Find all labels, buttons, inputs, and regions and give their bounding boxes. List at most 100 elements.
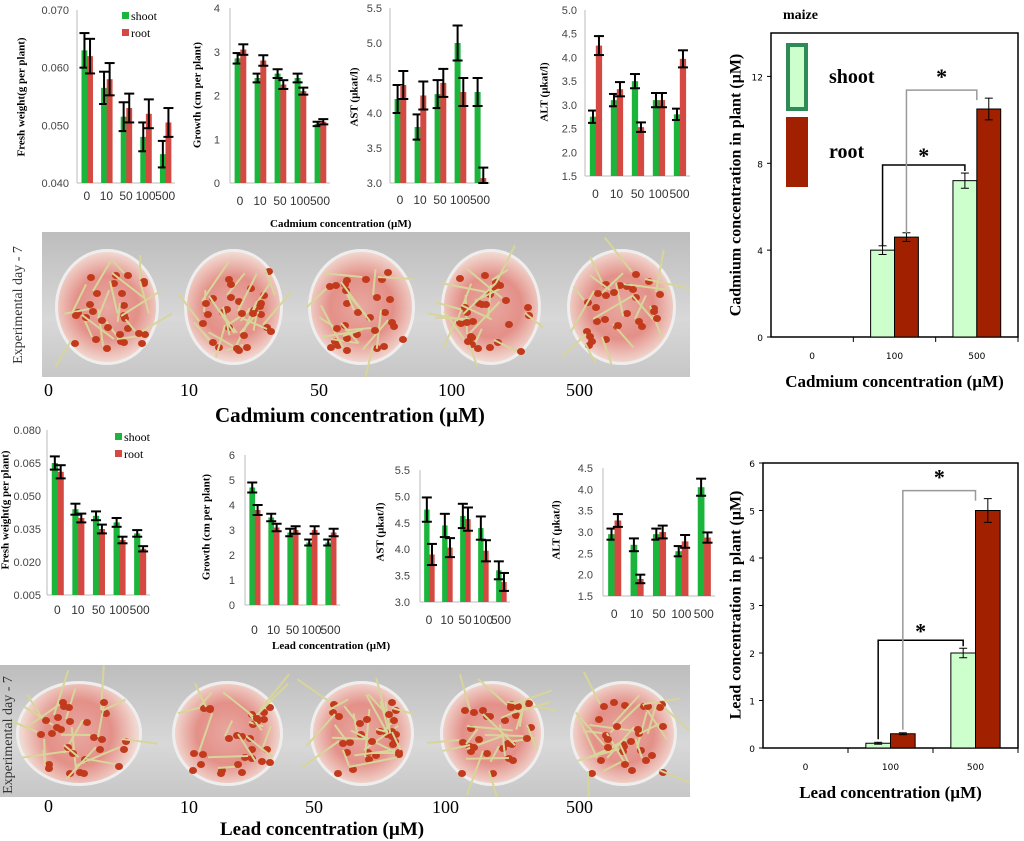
seed	[658, 723, 667, 731]
seed	[242, 343, 251, 351]
seed	[609, 698, 618, 706]
pb-small-xlabel: Lead concentration (µM)	[272, 640, 391, 652]
seed	[83, 718, 92, 726]
pb-seedling-photo-2	[297, 665, 429, 797]
seed	[45, 761, 54, 769]
pb-photo-axis-title: Lead concentration (µM)	[220, 819, 425, 840]
x-tick-label: 10	[253, 194, 267, 208]
pb-photo-label-100: 100	[432, 797, 459, 817]
y-tick-label: 3.5	[367, 143, 382, 155]
y-tick-label: 4.0	[562, 52, 577, 64]
legend-swatch-shoot	[122, 12, 129, 19]
root-bar-50	[126, 108, 133, 183]
y-tick-label: 2	[214, 91, 220, 103]
y-tick-label: 4	[229, 500, 235, 512]
seed	[334, 769, 343, 777]
y-tick-label: 0.035	[13, 524, 41, 536]
shoot-bar-0	[234, 58, 241, 183]
seed	[623, 310, 632, 318]
cd-seedling-photo-1	[172, 232, 297, 377]
y-tick-label: 0	[214, 178, 220, 190]
y-tick-label: 5.5	[395, 465, 410, 477]
y-tick-label: 3.0	[367, 178, 382, 190]
seed	[205, 706, 214, 714]
seed	[342, 335, 351, 343]
shoot-bar-10	[610, 100, 618, 176]
root-bar-0	[429, 554, 435, 602]
chart-8: 1.5 2.0 2.5 3.0 3.5 4.0 4.5 0 10 50 100 500 ALT (µka…	[551, 463, 715, 621]
seed	[237, 769, 246, 777]
significance-asterisk: *	[936, 64, 947, 89]
x-tick-label: 500	[491, 613, 511, 627]
root-bar-100	[145, 113, 152, 183]
chart-1: 0 1 2 3 4 0 10 50 100 500 Growth (cm per plant)	[192, 3, 331, 208]
seed	[247, 755, 256, 763]
root-bar-100	[300, 91, 307, 183]
x-tick-label: 100	[301, 623, 321, 637]
seed	[101, 709, 110, 717]
y-tick-label: 4.0	[578, 484, 593, 496]
seed	[473, 345, 482, 353]
seed	[235, 297, 243, 305]
chart-4: 0 4 8 12 0 100 500 Cadmium concentration in pla…	[728, 8, 1019, 391]
root-bar-500	[501, 581, 507, 602]
seed	[600, 703, 609, 711]
y-axis-label: AST (µkat/l)	[375, 502, 387, 561]
seed	[259, 292, 268, 300]
x-tick-label: 100	[671, 607, 691, 621]
root-bar-50	[292, 530, 299, 605]
root-bar-10	[447, 547, 453, 602]
root-bar-100	[460, 92, 467, 183]
shoot-bar-0	[249, 487, 256, 605]
y-axis-label: Lead concentration in plant (µM)	[728, 491, 745, 720]
shoot-bar-100	[454, 43, 461, 183]
seed	[253, 714, 262, 722]
x-tick-label: 10	[100, 189, 114, 203]
shoot-bar-500	[159, 154, 166, 183]
seed	[650, 304, 659, 312]
seed	[585, 333, 594, 341]
seed	[643, 703, 652, 711]
y-tick-label: 2.0	[562, 147, 577, 159]
shoot-bar-50	[460, 515, 466, 602]
seed	[79, 770, 88, 778]
y-axis-label: Growth (cm per plant)	[201, 474, 213, 581]
y-tick-label: 2.5	[562, 124, 577, 136]
root-bar-100	[311, 530, 318, 605]
seed	[468, 318, 477, 326]
seed	[209, 339, 218, 347]
seed	[188, 766, 197, 774]
root-bar-50	[98, 529, 105, 595]
seed	[467, 725, 476, 733]
root-bar-10	[106, 79, 113, 183]
x-tick-label: 50	[273, 194, 287, 208]
seed	[377, 275, 386, 283]
chart-2: 3.0 3.5 4.0 4.5 5.0 5.5 0 10 50 100 500 AST (µkat/l…	[349, 3, 491, 207]
seed	[262, 746, 271, 754]
x-tick-label: 100	[290, 194, 310, 208]
y-tick-label: 5	[229, 475, 235, 487]
legend-label-root: root	[829, 141, 865, 163]
x-tick-label: 10	[630, 607, 644, 621]
seed	[226, 280, 235, 288]
y-tick-label: 2.0	[578, 570, 593, 582]
seed	[326, 282, 335, 290]
seed	[522, 734, 531, 742]
seed	[601, 280, 610, 288]
y-tick-label: 0	[757, 334, 763, 344]
y-tick-label: 1	[749, 698, 755, 708]
shoot-bar-500	[134, 533, 141, 595]
shoot-bar-500	[673, 114, 681, 176]
y-tick-label: 2.5	[578, 548, 593, 560]
seed	[89, 308, 98, 316]
root-bar-100	[890, 733, 916, 749]
y-tick-label: 4	[757, 247, 763, 257]
seed	[631, 271, 640, 279]
y-axis-label: Fresh weight(g per plant)	[16, 37, 28, 156]
seed	[385, 711, 394, 719]
root-bar-500	[679, 58, 687, 177]
x-tick-label: 0	[809, 352, 815, 362]
seed	[137, 340, 146, 348]
root-bar-0	[614, 520, 622, 596]
pb-photo-side-label: Experimental day - 7	[1, 676, 16, 794]
